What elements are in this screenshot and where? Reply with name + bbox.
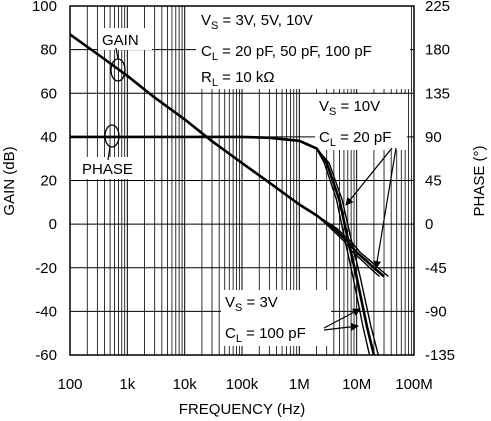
lower-label-bg xyxy=(221,290,331,346)
x-tick-label: 10M xyxy=(342,376,371,393)
box-line-cl: CL = 20 pF, 50 pF, 100 pF xyxy=(201,43,372,63)
left-y-tick-label: 100 xyxy=(32,0,57,15)
upper-arrow-1 xyxy=(345,147,393,206)
left-y-tick-label: 40 xyxy=(40,129,57,146)
upper-vs-label: VS = 10V xyxy=(319,98,380,118)
right-y-axis-label: PHASE (°) xyxy=(471,145,488,216)
x-tick-labels: 100 1k 10k 100k 1M 10M 100M xyxy=(57,376,432,393)
left-y-tick-label: -20 xyxy=(35,260,57,277)
right-y-tick-label: 225 xyxy=(425,0,450,15)
right-y-tick-label: 135 xyxy=(425,85,450,102)
right-y-tick-label: 45 xyxy=(425,173,442,190)
x-tick-label: 10k xyxy=(173,376,198,393)
upper-arrow-2 xyxy=(373,147,397,269)
left-y-axis-label: GAIN (dB) xyxy=(1,146,18,215)
x-tick-label: 100 xyxy=(57,376,82,393)
lower-vs-label: VS = 3V xyxy=(225,294,278,314)
x-tick-label: 100M xyxy=(395,376,433,393)
x-tick-label: 1k xyxy=(119,376,135,393)
lower-cl-label: CL = 100 pF xyxy=(225,325,306,345)
left-y-tick-label: 80 xyxy=(40,42,57,59)
right-y-tick-labels: 225 180 135 90 45 0 -45 -90 -135 xyxy=(425,0,455,364)
gain-label-bg xyxy=(98,28,152,50)
right-y-tick-label: 0 xyxy=(425,216,433,233)
right-y-tick-label: 180 xyxy=(425,42,450,59)
phase-callout-ellipse xyxy=(104,124,120,148)
phase-label-bg xyxy=(78,157,142,179)
left-y-tick-labels: 100 80 60 40 20 0 -20 -40 -60 xyxy=(32,0,57,364)
upper-cl-label: CL = 20 pF xyxy=(319,129,391,149)
right-y-tick-label: -135 xyxy=(425,347,455,364)
left-y-tick-label: 60 xyxy=(40,85,57,102)
left-y-tick-label: 20 xyxy=(40,173,57,190)
phase-curve-label: PHASE xyxy=(82,161,133,178)
left-y-tick-label: -60 xyxy=(35,347,57,364)
box-line-vs: VS = 3V, 5V, 10V xyxy=(201,12,313,32)
phase-curve xyxy=(70,136,371,356)
upper-label-bg xyxy=(315,94,407,150)
right-y-tick-label: 90 xyxy=(425,129,442,146)
left-y-tick-label: 0 xyxy=(49,216,57,233)
gain-curve xyxy=(69,33,380,278)
gain-curve-label: GAIN xyxy=(102,32,139,49)
gain-callout-leader xyxy=(115,47,119,60)
lower-arrow-2 xyxy=(323,322,359,331)
series-layer xyxy=(69,33,389,356)
right-y-tick-label: -90 xyxy=(425,303,447,320)
phase-callout-leader xyxy=(107,146,111,161)
left-y-tick-label: -40 xyxy=(35,303,57,320)
box-line-rl: RL = 10 kΩ xyxy=(201,69,275,89)
right-y-tick-label: -45 xyxy=(425,260,447,277)
x-tick-label: 100k xyxy=(226,376,259,393)
plot-frame xyxy=(69,5,415,356)
lower-arrow-1 xyxy=(323,308,361,329)
x-tick-label: 1M xyxy=(289,376,310,393)
conditions-box xyxy=(196,3,410,89)
x-axis-label: FREQUENCY (Hz) xyxy=(179,401,305,418)
